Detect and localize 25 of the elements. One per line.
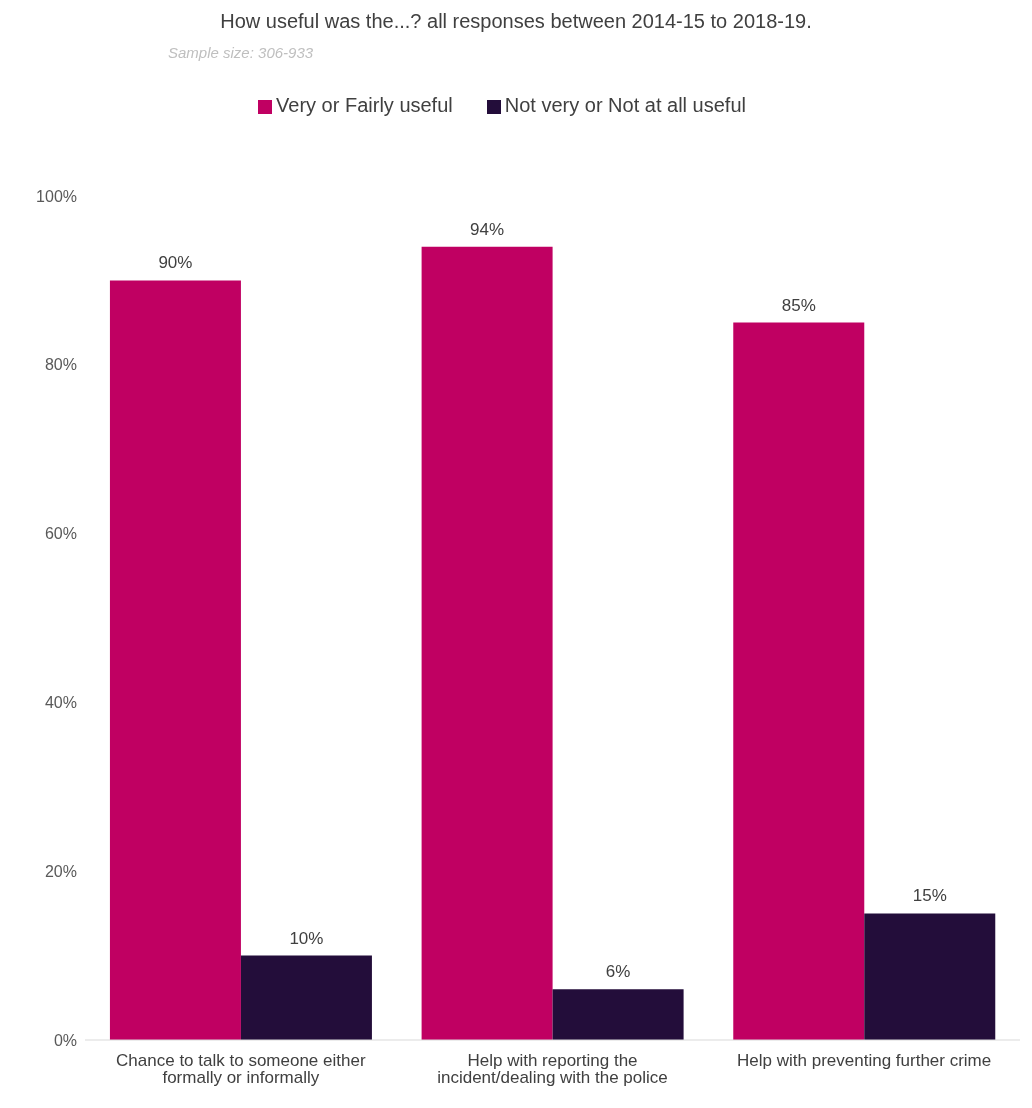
legend-label: Not very or Not at all useful xyxy=(504,94,746,116)
data-label: 90% xyxy=(158,253,193,273)
chart-title: How useful was the...? all responses between 2014-15 to 2018-19. xyxy=(219,10,813,33)
bar xyxy=(109,280,241,1040)
y-tick-label: 80% xyxy=(44,356,77,374)
bar xyxy=(552,989,684,1040)
bar xyxy=(733,322,865,1040)
x-tick-label: Chance to talk to someone either formally or informally xyxy=(116,1051,366,1088)
x-tick-label: Help with preventing further crime xyxy=(737,1051,992,1071)
bar xyxy=(864,913,996,1040)
y-tick-label: 0% xyxy=(53,1031,77,1049)
y-tick-label: 100% xyxy=(36,187,77,205)
data-label: 94% xyxy=(470,219,505,239)
y-tick-label: 20% xyxy=(44,862,77,880)
data-label: 6% xyxy=(605,962,631,982)
y-tick-label: 60% xyxy=(44,525,77,543)
legend-label: Very or Fairly useful xyxy=(276,94,453,116)
data-label: 15% xyxy=(912,886,947,906)
chart-subtitle: Sample size: 306-933 xyxy=(168,44,314,61)
bar xyxy=(240,955,372,1040)
y-tick-label: 40% xyxy=(44,694,77,712)
data-label: 85% xyxy=(781,295,816,315)
bar xyxy=(421,246,553,1040)
x-tick-label: Help with reporting the incident/dealing with the police xyxy=(437,1051,668,1088)
data-label: 10% xyxy=(289,928,324,948)
